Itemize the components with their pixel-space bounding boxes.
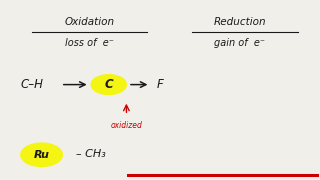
Circle shape [21,143,62,166]
Circle shape [91,75,126,95]
Text: Reduction: Reduction [214,17,266,27]
Text: C–H: C–H [20,78,44,91]
Text: Oxidation: Oxidation [65,17,115,27]
Text: gain of  e⁻: gain of e⁻ [214,38,266,48]
Text: F: F [156,78,164,91]
Text: loss of  e⁻: loss of e⁻ [65,38,114,48]
Text: oxidized: oxidized [110,122,142,130]
Text: – CH₃: – CH₃ [76,149,106,159]
Text: Ru: Ru [34,150,50,160]
Text: C: C [105,78,113,91]
